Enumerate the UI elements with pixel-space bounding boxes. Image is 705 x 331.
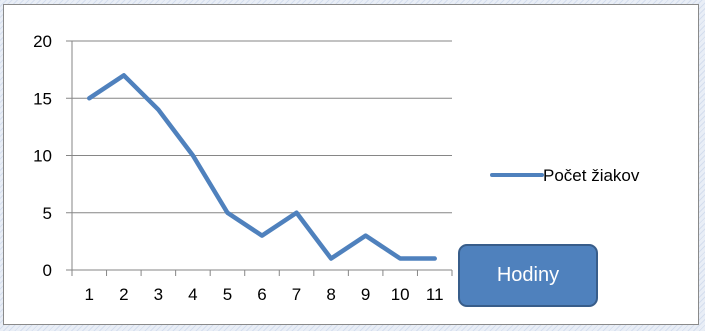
x-tick-label: 3	[154, 285, 163, 304]
y-tick-label: 15	[33, 89, 52, 108]
x-tick-label: 10	[391, 285, 410, 304]
x-axis-tick-labels: 1 2 3 4 5 6 7 8 9 10 11	[85, 285, 444, 304]
series-line	[87, 73, 437, 261]
x-tick-label: 2	[119, 285, 128, 304]
hodiny-label: Hodiny	[496, 264, 560, 286]
legend: Počet žiakov	[490, 166, 640, 185]
x-tick-label: 4	[188, 285, 197, 304]
y-tick-label: 10	[33, 147, 52, 166]
axes	[66, 40, 453, 276]
x-tick-label: 5	[223, 285, 232, 304]
x-tick-label: 11	[426, 285, 444, 304]
y-axis-tick-labels: 0 5 10 15 20	[33, 32, 52, 280]
series-layer	[87, 73, 437, 261]
hodiny-label-box: Hodiny	[458, 244, 598, 307]
x-tick-label: 8	[326, 285, 335, 304]
y-tick-label: 20	[33, 32, 52, 51]
x-tick-label: 7	[292, 285, 301, 304]
y-tick-label: 0	[43, 261, 52, 280]
y-tick-label: 5	[43, 204, 52, 223]
x-tick-label: 9	[361, 285, 370, 304]
legend-label: Počet žiakov	[543, 166, 640, 185]
x-tick-label: 6	[257, 285, 266, 304]
gridlines	[72, 40, 452, 214]
x-tick-label: 1	[85, 285, 94, 304]
